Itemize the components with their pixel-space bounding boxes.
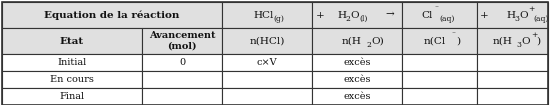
Text: (aq): (aq) (439, 15, 455, 23)
Bar (2, 28, 142, 54)
Text: Initial: Initial (57, 58, 87, 67)
Bar (2, 71, 142, 88)
Bar (222, 28, 312, 54)
Text: O: O (521, 37, 530, 45)
Text: O): O) (371, 37, 384, 45)
Bar (2, 88, 142, 105)
Bar (142, 88, 222, 105)
Text: HCl: HCl (253, 10, 273, 20)
Text: 2: 2 (345, 15, 350, 23)
Bar (142, 71, 222, 88)
Bar (2, 54, 142, 71)
Text: excès: excès (343, 75, 371, 84)
Bar (477, 71, 548, 88)
Text: 0: 0 (179, 58, 185, 67)
Bar (312, 54, 402, 71)
Bar (402, 28, 477, 54)
Bar (142, 54, 222, 71)
Bar (312, 71, 402, 88)
Bar (312, 28, 402, 54)
Bar (477, 54, 548, 71)
Text: O: O (350, 10, 359, 20)
Bar (477, 2, 548, 28)
Bar (142, 28, 222, 54)
Bar (477, 88, 548, 105)
Text: (aq): (aq) (534, 15, 549, 23)
Bar (222, 88, 312, 105)
Text: excès: excès (343, 58, 371, 67)
Bar (222, 2, 312, 28)
Text: ): ) (456, 37, 461, 45)
Text: Etat: Etat (60, 37, 84, 45)
Bar (477, 28, 548, 54)
Bar (402, 2, 477, 28)
Text: En cours: En cours (50, 75, 94, 84)
Text: n(HCl): n(HCl) (249, 37, 285, 45)
Bar (402, 71, 477, 88)
Text: H: H (337, 10, 346, 20)
Bar (2, 2, 222, 28)
Text: 2: 2 (366, 41, 371, 49)
Text: Final: Final (59, 92, 85, 101)
Text: →: → (386, 10, 394, 20)
Text: ): ) (536, 37, 541, 45)
Text: H: H (507, 10, 515, 20)
Text: +: + (316, 10, 324, 20)
Bar (222, 71, 312, 88)
Text: Equation de la réaction: Equation de la réaction (45, 10, 180, 20)
Text: Avancement
(mol): Avancement (mol) (148, 31, 215, 51)
Text: n(H: n(H (342, 37, 362, 45)
Text: c×V: c×V (257, 58, 277, 67)
Text: (l): (l) (359, 15, 367, 23)
Text: Cl: Cl (421, 10, 433, 20)
Text: ⁻: ⁻ (434, 5, 438, 13)
Bar (222, 54, 312, 71)
Text: +: + (531, 31, 538, 39)
Text: n(Cl: n(Cl (424, 37, 446, 45)
Text: n(H: n(H (492, 37, 513, 45)
Text: (g): (g) (273, 15, 284, 23)
Bar (312, 2, 402, 28)
Text: 3: 3 (516, 41, 521, 49)
Text: 3: 3 (514, 15, 520, 23)
Text: O: O (520, 10, 528, 20)
Bar (312, 88, 402, 105)
Text: +: + (480, 10, 488, 20)
Bar (402, 54, 477, 71)
Bar (402, 88, 477, 105)
Text: excès: excès (343, 92, 371, 101)
Text: ⁻: ⁻ (452, 31, 455, 39)
Text: +: + (529, 5, 535, 13)
